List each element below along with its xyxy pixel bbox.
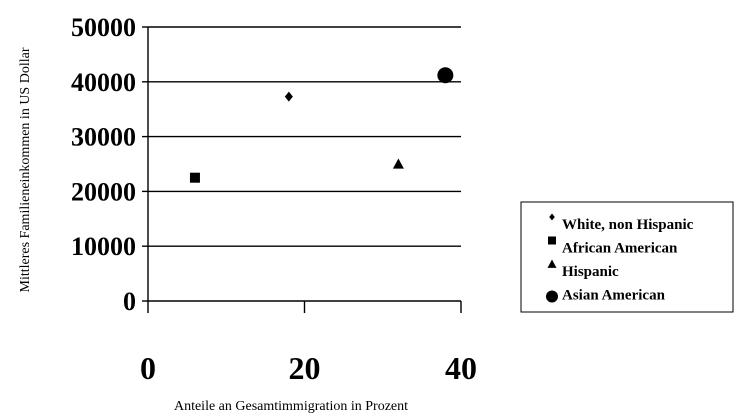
x-axis-label: Anteile an Gesamtimmigration in Prozent	[174, 399, 408, 414]
y-tick-label: 20000	[71, 177, 136, 206]
y-tick-label: 30000	[71, 123, 136, 152]
legend-item-african-american: African American	[548, 236, 678, 257]
point-white-non-hispanic	[284, 91, 293, 102]
y-axis-label: Mittleres Familieneinkommen in US Dollar	[18, 47, 33, 292]
legend-item-hispanic: Hispanic	[547, 259, 619, 280]
x-tick-label: 0	[140, 350, 156, 386]
legend-item-asian-american: Asian American	[546, 288, 666, 304]
x-tick-labels: 0 20 40	[140, 350, 477, 386]
legend: White, non Hispanic African American Hispa…	[520, 201, 734, 313]
legend-label: Asian American	[562, 288, 666, 304]
point-asian-american	[437, 67, 454, 84]
legend-label: Hispanic	[562, 264, 619, 280]
y-tick-label: 40000	[71, 68, 136, 97]
legend-diamond-icon	[549, 213, 555, 221]
gridlines	[148, 26, 461, 247]
y-tick-label: 10000	[71, 232, 136, 261]
legend-item-white-non-hispanic: White, non Hispanic	[549, 213, 694, 233]
legend-label: African American	[562, 241, 678, 257]
point-hispanic	[392, 158, 404, 169]
legend-circle-icon	[546, 290, 558, 303]
legend-label: White, non Hispanic	[562, 217, 694, 233]
legend-triangle-icon	[547, 259, 557, 268]
axes	[142, 26, 462, 313]
y-tick-labels: 0 10000 20000 30000 40000 50000	[71, 13, 136, 316]
data-points	[189, 67, 454, 183]
x-tick-label: 40	[445, 350, 477, 386]
point-african-american	[189, 172, 200, 183]
y-tick-label: 50000	[71, 13, 136, 42]
legend-square-icon	[548, 236, 556, 245]
x-tick-label: 20	[289, 350, 321, 386]
y-tick-label: 0	[123, 287, 136, 316]
